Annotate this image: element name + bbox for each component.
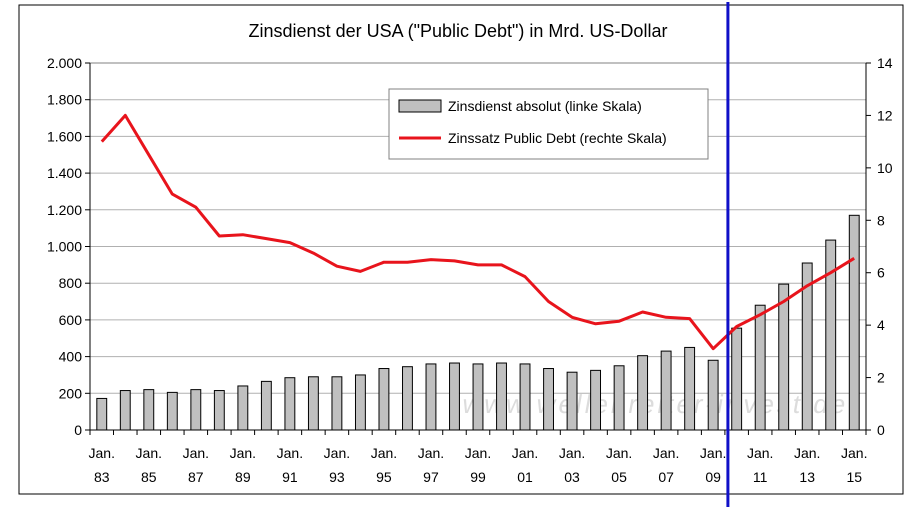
right-tick-label: 2 <box>877 370 885 386</box>
bar-1988 <box>214 391 224 430</box>
bar-1989 <box>238 386 248 430</box>
left-tick-label: 2.000 <box>47 55 82 71</box>
bar-2004 <box>591 370 601 430</box>
x-tick-label-top: Jan. <box>700 445 726 461</box>
left-tick-label: 600 <box>59 312 83 328</box>
bar-1987 <box>191 390 201 430</box>
watermark: www.wellenreiter-invest.de <box>459 389 851 419</box>
left-tick-label: 800 <box>59 275 83 291</box>
x-tick-label-bottom: 97 <box>423 469 439 485</box>
bar-2009 <box>708 360 718 430</box>
right-tick-label: 0 <box>877 422 885 438</box>
x-tick-label-bottom: 13 <box>799 469 815 485</box>
bar-1986 <box>167 392 177 430</box>
x-tick-label-top: Jan. <box>653 445 679 461</box>
x-tick-label-top: Jan. <box>183 445 209 461</box>
x-tick-label-top: Jan. <box>747 445 773 461</box>
left-tick-label: 1.600 <box>47 128 82 144</box>
legend-bar-swatch <box>399 100 441 112</box>
bar-1985 <box>144 390 154 430</box>
x-tick-label-top: Jan. <box>465 445 491 461</box>
x-tick-label-top: Jan. <box>89 445 115 461</box>
bar-2005 <box>614 366 624 430</box>
x-tick-label-bottom: 11 <box>753 469 768 485</box>
bar-2006 <box>638 356 648 430</box>
x-tick-label-top: Jan. <box>559 445 585 461</box>
bar-2007 <box>661 351 671 430</box>
chart-title: Zinsdienst der USA ("Public Debt") in Mr… <box>249 21 668 41</box>
left-tick-label: 1.400 <box>47 165 82 181</box>
left-tick-label: 1.800 <box>47 92 82 108</box>
bar-2012 <box>779 284 789 430</box>
x-tick-label-bottom: 87 <box>188 469 204 485</box>
left-tick-label: 1.000 <box>47 239 82 255</box>
legend: Zinsdienst absolut (linke Skala) Zinssat… <box>389 89 708 159</box>
x-tick-label-bottom: 15 <box>846 469 862 485</box>
bar-2008 <box>685 347 695 430</box>
bar-1999 <box>473 364 483 430</box>
x-tick-label-top: Jan. <box>794 445 820 461</box>
right-tick-label: 6 <box>877 265 885 281</box>
x-tick-label-bottom: 03 <box>564 469 580 485</box>
bar-2010 <box>732 328 742 430</box>
bar-1983 <box>97 398 107 430</box>
bar-2002 <box>544 369 554 430</box>
x-tick-label-bottom: 93 <box>329 469 345 485</box>
bar-1996 <box>403 367 413 430</box>
x-tick-label-bottom: 05 <box>611 469 627 485</box>
right-tick-label: 14 <box>877 55 893 71</box>
bar-1998 <box>450 363 460 430</box>
bar-1997 <box>426 364 436 430</box>
x-tick-label-bottom: 83 <box>94 469 110 485</box>
right-tick-label: 10 <box>877 160 893 176</box>
bar-1994 <box>355 375 365 430</box>
bar-2000 <box>497 363 507 430</box>
x-tick-label-bottom: 95 <box>376 469 392 485</box>
bar-2001 <box>520 364 530 430</box>
x-tick-label-bottom: 07 <box>658 469 674 485</box>
left-tick-label: 1.200 <box>47 202 82 218</box>
right-tick-label: 4 <box>877 317 885 333</box>
x-tick-label-bottom: 09 <box>705 469 721 485</box>
x-tick-label-top: Jan. <box>230 445 256 461</box>
legend-line-label: Zinssatz Public Debt (rechte Skala) <box>448 130 667 146</box>
left-tick-label: 0 <box>74 422 82 438</box>
bar-1995 <box>379 369 389 430</box>
x-tick-label-bottom: 01 <box>517 469 533 485</box>
legend-bar-label: Zinsdienst absolut (linke Skala) <box>448 98 642 114</box>
x-tick-label-top: Jan. <box>324 445 350 461</box>
bar-1993 <box>332 377 342 430</box>
x-tick-label-bottom: 89 <box>235 469 251 485</box>
bar-1991 <box>285 378 295 430</box>
x-tick-label-top: Jan. <box>277 445 303 461</box>
right-tick-label: 8 <box>877 212 885 228</box>
x-tick-label-top: Jan. <box>371 445 397 461</box>
x-tick-label-top: Jan. <box>418 445 444 461</box>
bar-2003 <box>567 372 577 430</box>
bar-1990 <box>261 381 271 430</box>
bar-1992 <box>308 377 318 430</box>
x-tick-label-bottom: 91 <box>282 469 298 485</box>
x-tick-label-top: Jan. <box>136 445 162 461</box>
x-tick-label-top: Jan. <box>606 445 632 461</box>
right-tick-label: 12 <box>877 107 893 123</box>
left-tick-label: 200 <box>59 385 83 401</box>
x-tick-label-top: Jan. <box>841 445 867 461</box>
x-tick-label-top: Jan. <box>512 445 538 461</box>
x-tick-label-bottom: 85 <box>141 469 157 485</box>
bar-2014 <box>826 240 836 430</box>
bar-2015 <box>849 215 859 430</box>
bar-2011 <box>755 305 765 430</box>
x-tick-label-bottom: 99 <box>470 469 486 485</box>
left-tick-label: 400 <box>59 349 83 365</box>
bar-1984 <box>120 391 130 430</box>
